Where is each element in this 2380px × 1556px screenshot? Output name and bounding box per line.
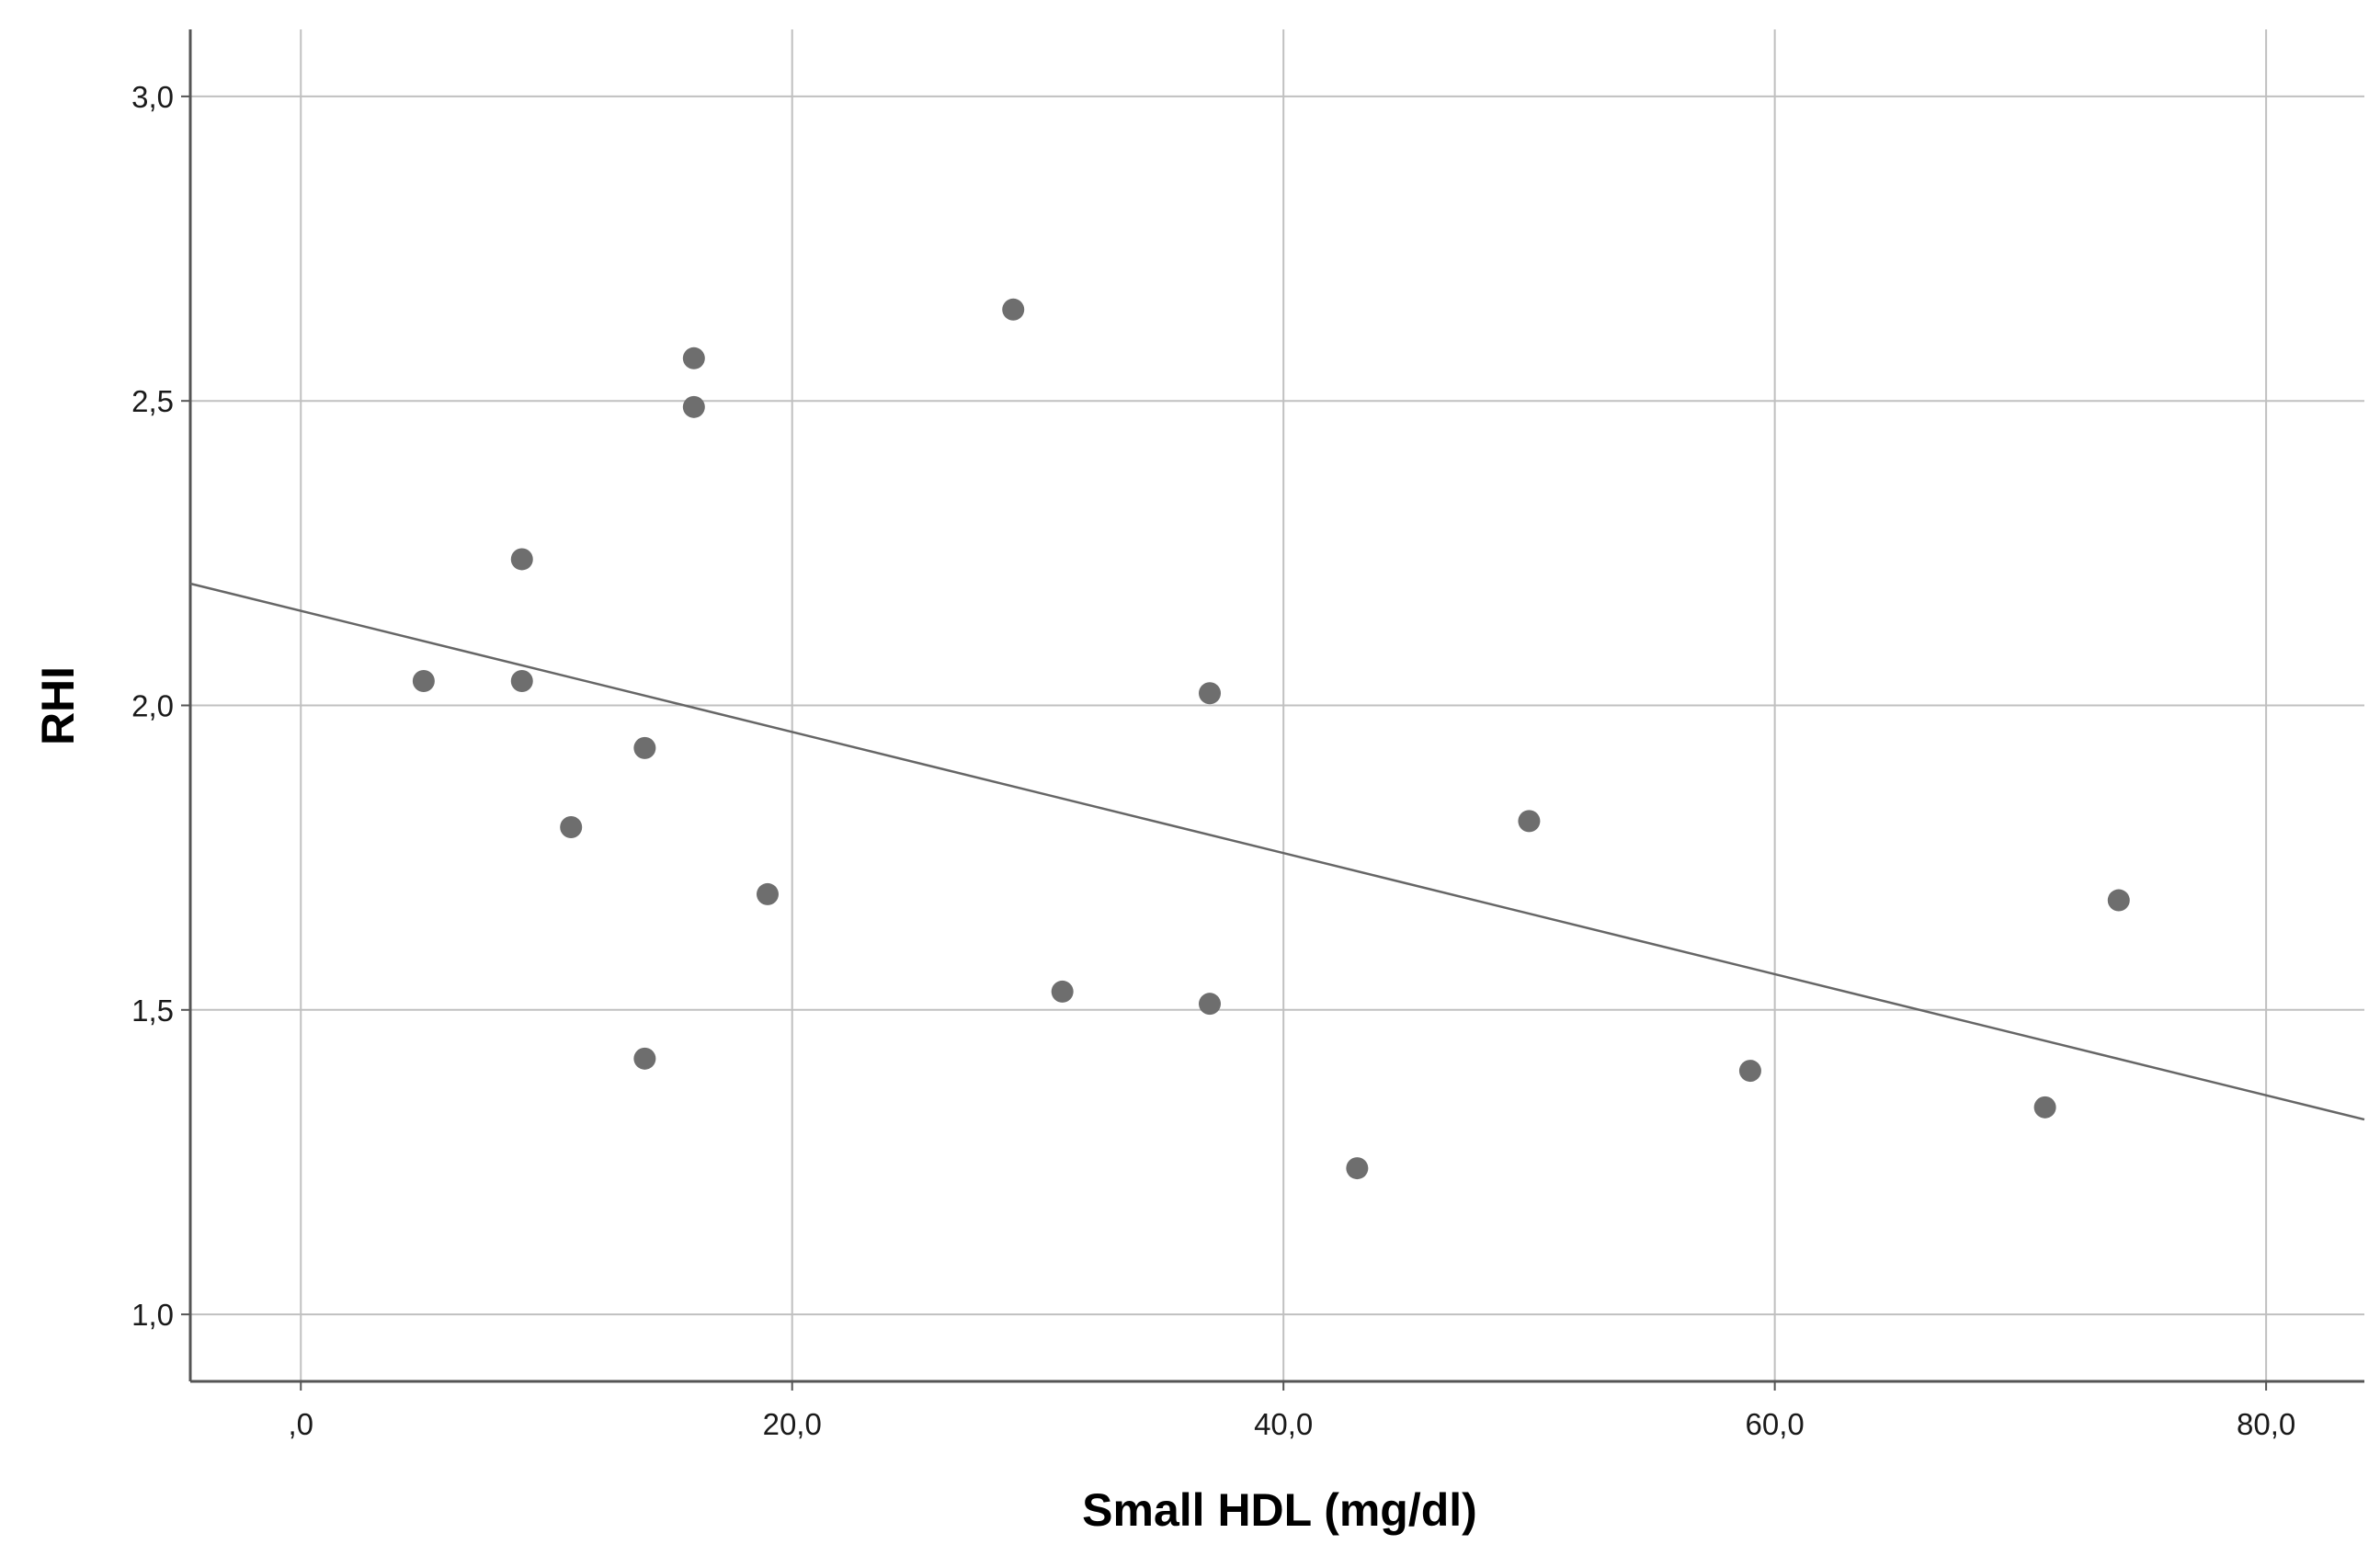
data-point xyxy=(756,882,779,905)
data-point xyxy=(682,346,705,369)
data-point xyxy=(1518,810,1541,833)
data-point xyxy=(682,395,705,418)
tick-labels: ,0 20,0 40,0 60,0 80,0 1,0 1,5 2,0 2,5 3,0 xyxy=(131,80,2295,1441)
x-tick-label: 20,0 xyxy=(763,1407,822,1441)
regression-line xyxy=(189,582,2365,1121)
x-axis-title: Small HDL (mg/dl) xyxy=(1082,1484,1477,1536)
data-point xyxy=(1199,682,1222,705)
data-point xyxy=(2107,889,2130,912)
y-tick-label: 3,0 xyxy=(131,80,174,114)
x-tick-label: 60,0 xyxy=(1746,1407,1805,1441)
x-tick-label: 40,0 xyxy=(1254,1407,1313,1441)
y-tick-label: 2,0 xyxy=(131,689,174,723)
y-tick-label: 1,0 xyxy=(131,1298,174,1332)
data-point xyxy=(633,736,656,759)
data-point xyxy=(2033,1096,2056,1119)
data-point xyxy=(1051,980,1074,1003)
x-tick-label: ,0 xyxy=(288,1407,313,1441)
data-point xyxy=(412,669,435,692)
y-tick-label: 2,5 xyxy=(131,384,174,418)
data-point xyxy=(1002,298,1025,321)
data-points xyxy=(412,298,2130,1180)
axes xyxy=(181,29,2364,1391)
data-point xyxy=(633,1047,656,1070)
data-point xyxy=(1346,1157,1369,1180)
data-point xyxy=(510,669,533,692)
data-point xyxy=(560,816,583,839)
y-axis-title: RHI xyxy=(32,666,84,745)
y-tick-label: 1,5 xyxy=(131,994,174,1028)
data-point xyxy=(1199,993,1222,1016)
x-tick-label: 80,0 xyxy=(2237,1407,2295,1441)
data-point xyxy=(1738,1060,1761,1083)
data-point xyxy=(510,548,533,571)
fit-line-group xyxy=(189,582,2365,1121)
grid-lines xyxy=(190,29,2364,1381)
